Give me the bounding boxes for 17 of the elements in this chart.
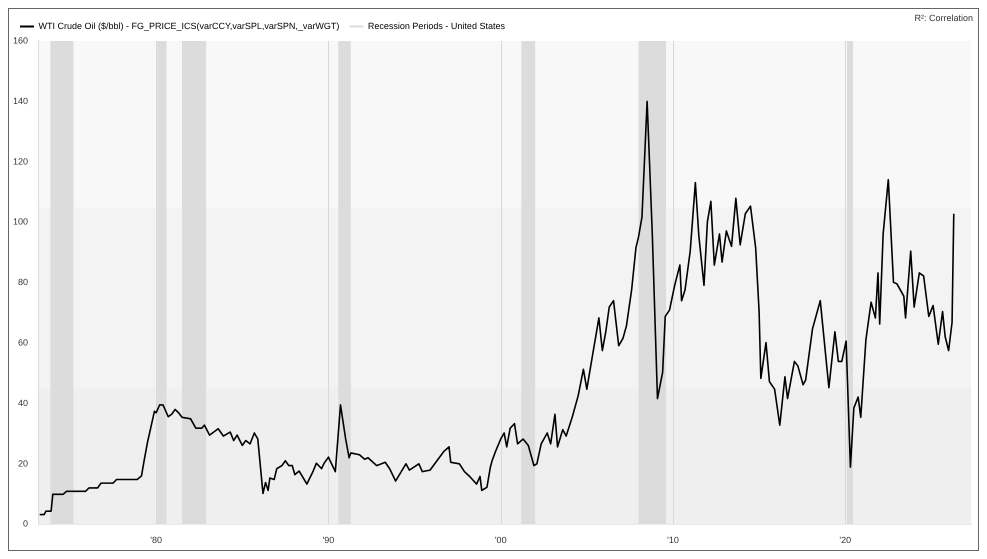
text: R²: Correlation <box>914 12 973 23</box>
y-tick-label: 40 <box>18 398 28 408</box>
x-tick-label: '00 <box>494 535 507 546</box>
y-tick-label: 60 <box>18 337 28 348</box>
y-tick-label: 20 <box>18 458 28 468</box>
y-tick-label: 140 <box>12 96 28 106</box>
y-tick-label: 120 <box>12 156 28 166</box>
x-tick-label: '20 <box>839 535 852 546</box>
y-tick-label: 100 <box>12 216 28 227</box>
legend-label: WTI Crude Oil ($/bbl) - FG_PRICE_ICS(varCCY,varSPL,varSPN,_varWGT) <box>38 20 340 31</box>
y-tick-label: 80 <box>18 277 28 288</box>
x-tick-label: '10 <box>667 535 679 546</box>
y-tick-label: 160 <box>12 35 28 46</box>
x-tick-label: '80 <box>150 535 162 546</box>
legend-label: Recession Periods - United States <box>368 20 506 31</box>
x-tick-label: '90 <box>322 535 334 546</box>
y-tick-label: 0 <box>23 518 28 529</box>
